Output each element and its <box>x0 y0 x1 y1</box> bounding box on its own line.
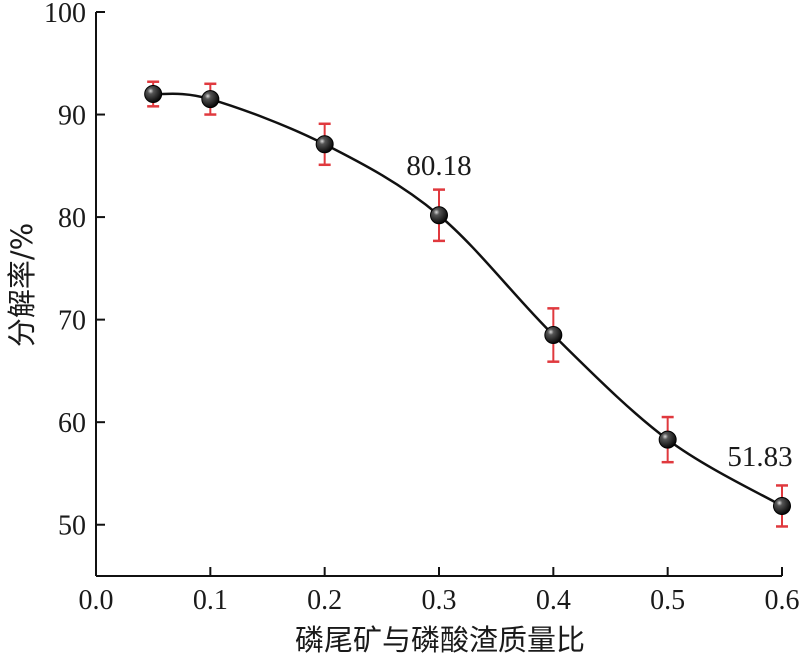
data-point <box>201 90 220 109</box>
x-tick-label: 0.6 <box>765 585 800 616</box>
data-labels: 80.18 51.83 <box>406 150 792 473</box>
x-tick-label: 0.5 <box>650 585 685 616</box>
y-tick-label: 90 <box>58 101 86 132</box>
data-label: 51.83 <box>727 441 792 473</box>
data-point <box>430 206 448 225</box>
data-point <box>658 430 677 449</box>
x-tick-label: 0.0 <box>79 585 114 616</box>
y-tick-label: 80 <box>58 203 86 234</box>
y-tick-label: 70 <box>58 306 86 337</box>
x-tick-label: 0.2 <box>307 585 342 616</box>
data-label: 80.18 <box>406 150 471 182</box>
y-axis-title: 分解率/% <box>5 223 39 347</box>
x-axis-title: 磷尾矿与磷酸渣质量比 <box>295 623 585 657</box>
x-tick-label: 0.4 <box>536 585 571 616</box>
data-point <box>144 85 163 104</box>
axis-ticks: 0.0 0.1 0.2 0.3 0.4 0.5 0.6 50 60 70 80 90 100 <box>44 0 800 616</box>
x-tick-label: 0.1 <box>193 585 228 616</box>
y-tick-label: 100 <box>44 0 86 29</box>
y-tick-label: 50 <box>58 511 86 542</box>
data-points <box>144 85 791 515</box>
x-tick-label: 0.3 <box>422 585 457 616</box>
data-point <box>315 135 334 154</box>
error-bars <box>147 80 788 528</box>
data-point <box>544 326 563 345</box>
data-point <box>773 496 791 515</box>
y-tick-label: 60 <box>58 408 86 439</box>
